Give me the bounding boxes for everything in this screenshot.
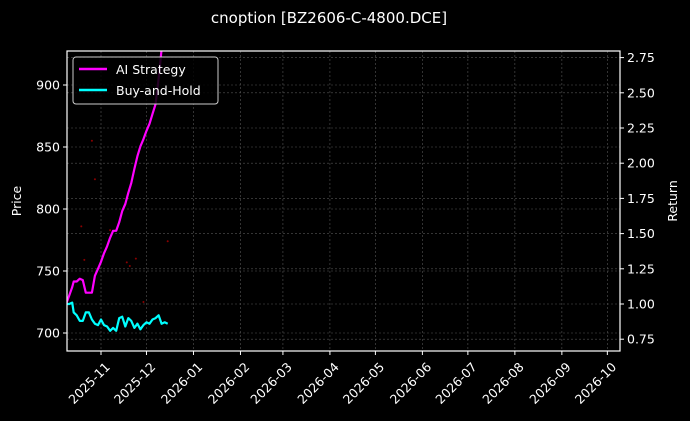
series-line-buy-and-hold: [67, 301, 169, 332]
date-tick-label: 2026-08: [479, 359, 527, 407]
signal-marker: [125, 261, 128, 264]
signal-marker: [142, 301, 145, 303]
date-tick-label: 2026-09: [526, 359, 574, 407]
return-tick-label: 2.25: [627, 121, 655, 136]
price-tick-label: 850: [36, 140, 60, 155]
signal-markers: [80, 139, 169, 303]
legend-label-buy-and-hold: Buy-and-Hold: [116, 83, 201, 98]
return-axis-label: Return: [665, 180, 680, 221]
signal-marker: [80, 225, 83, 228]
signal-marker: [166, 240, 169, 243]
price-tick-label: 800: [36, 202, 60, 217]
signal-marker: [93, 178, 96, 181]
date-tick-label: 2026-04: [294, 359, 342, 407]
legend: AI Strategy Buy-and-Hold: [72, 56, 219, 105]
return-tick-label: 2.00: [627, 156, 655, 171]
return-tick-label: 2.50: [627, 85, 655, 100]
signal-marker: [109, 229, 112, 232]
signal-marker: [83, 258, 86, 261]
legend-label-ai-strategy: AI Strategy: [116, 62, 186, 77]
return-tick-label: 2.75: [627, 50, 655, 65]
date-tick-label: 2026-05: [340, 359, 388, 407]
signal-marker: [90, 139, 93, 142]
legend-box: [72, 56, 219, 105]
return-tick-label: 0.75: [627, 332, 655, 347]
return-axis: 0.75 1.00 1.25 1.50 1.75 2.00 2.25 2.50 2.75: [620, 50, 655, 347]
price-axis: 700 750 800 850 900: [36, 78, 67, 341]
plot-frame: [66, 50, 621, 352]
chart-title: cnoption [BZ2606-C-4800.DCE]: [211, 9, 447, 27]
date-tick-label: 2026-02: [205, 359, 253, 407]
series-line-ai-strategy: [67, 51, 163, 305]
date-tick-label: 2026-10: [572, 359, 620, 407]
signal-marker: [128, 265, 131, 268]
date-tick-label: 2026-07: [432, 359, 480, 407]
gridlines: [67, 51, 620, 351]
date-tick-label: 2026-01: [158, 359, 206, 407]
return-tick-label: 1.50: [627, 226, 655, 241]
return-tick-label: 1.00: [627, 297, 655, 312]
price-axis-label: Price: [9, 185, 24, 216]
return-tick-label: 1.25: [627, 261, 655, 276]
series-lines: [67, 51, 169, 332]
date-tick-label: 2026-03: [247, 359, 295, 407]
date-tick-label: 2026-06: [387, 359, 435, 407]
price-tick-label: 900: [36, 78, 60, 93]
return-tick-label: 1.75: [627, 191, 655, 206]
price-tick-label: 700: [36, 326, 60, 341]
date-tick-label: 2025-12: [111, 359, 159, 407]
signal-marker: [134, 257, 137, 260]
date-tick-label: 2025-11: [65, 359, 113, 407]
price-tick-label: 750: [36, 264, 60, 279]
